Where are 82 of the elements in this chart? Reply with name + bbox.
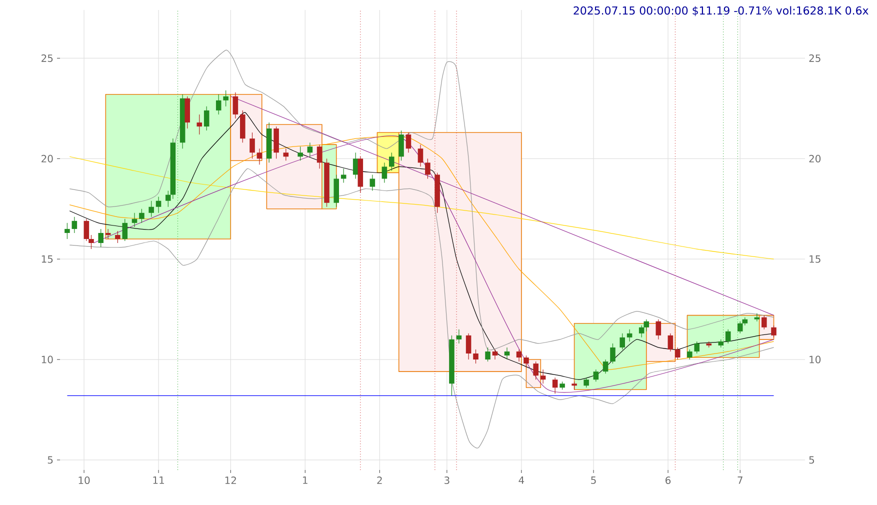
y2-tick-label: 10	[810, 356, 821, 364]
candlestick	[256, 148, 262, 165]
candlestick	[656, 319, 662, 340]
x-tick-label: 3	[444, 476, 450, 484]
line-series	[69, 156, 774, 260]
line-series	[69, 168, 774, 448]
x-tick-label: 6	[666, 476, 671, 484]
candlestick	[687, 349, 692, 360]
candlestick	[466, 333, 472, 360]
y-tick-label: 25	[42, 54, 53, 62]
candlestick	[223, 90, 228, 107]
candlestick	[593, 369, 599, 382]
candlestick	[283, 148, 289, 161]
candlestick	[156, 196, 162, 214]
candlestick	[316, 144, 322, 169]
candlestick	[340, 168, 346, 184]
candlestick	[610, 343, 616, 364]
candlestick	[762, 315, 767, 330]
candlestick	[516, 349, 522, 362]
chart-title: 2025.07.15 00:00:00 $11.19 -0.71% vol:1628.1K 0.6x	[574, 6, 868, 16]
y-tick-label: 10	[42, 356, 53, 364]
candlestick	[620, 333, 626, 350]
candlestick	[492, 349, 498, 360]
y-tick-label: 5	[48, 456, 53, 464]
candlestick	[196, 114, 202, 135]
candlestick	[668, 333, 674, 352]
y2-tick-label: 5	[809, 456, 814, 464]
candlestick	[250, 132, 255, 159]
candlestick	[425, 158, 430, 180]
candlestick	[105, 228, 111, 240]
x-tick-label: 2	[377, 476, 382, 484]
candlestick	[524, 355, 529, 368]
candlestick	[533, 361, 538, 380]
candlestick	[232, 92, 238, 119]
candlestick	[139, 208, 144, 224]
candlestick	[216, 94, 222, 115]
candlestick	[638, 325, 644, 338]
candlestick	[725, 329, 731, 344]
candlestick	[204, 106, 210, 131]
candlestick	[674, 347, 680, 360]
candlestick	[132, 212, 138, 228]
candlestick	[456, 329, 462, 344]
candlestick	[485, 347, 490, 362]
candlestick	[473, 349, 478, 364]
candlestick	[694, 341, 700, 354]
candlestick	[298, 146, 303, 161]
candlestick	[382, 162, 388, 184]
candlestick	[406, 132, 412, 153]
line-series	[69, 50, 774, 350]
y2-tick-label: 15	[810, 255, 820, 263]
x-tick-label: 10	[78, 476, 90, 484]
candlestick	[370, 174, 376, 192]
candlestick	[504, 347, 510, 360]
y2-tick-label: 20	[809, 154, 821, 162]
candlestick	[540, 369, 546, 384]
candlestick	[644, 319, 650, 332]
x-tick-label: 7	[738, 476, 742, 484]
candlestick	[64, 222, 70, 240]
candlestick	[552, 377, 558, 394]
candlestick	[352, 152, 358, 180]
x-tick-label: 4	[518, 476, 524, 484]
candlestick	[389, 152, 394, 171]
candlestick	[754, 313, 760, 322]
x-tick-label: 1	[303, 476, 308, 484]
candlestick	[418, 144, 424, 167]
candlestick	[771, 325, 776, 338]
x-tick-label: 12	[225, 476, 236, 484]
candlestick	[122, 218, 128, 242]
x-tick-label: 5	[591, 476, 596, 484]
y2-tick-label: 25	[809, 54, 820, 62]
candlestick	[72, 216, 78, 234]
candlestick	[307, 142, 313, 157]
x-tick-label: 11	[153, 476, 164, 484]
y-tick-label: 20	[42, 154, 53, 162]
candlestick	[98, 228, 104, 248]
candlestick	[626, 329, 632, 342]
candlestick	[115, 230, 120, 244]
candlestick	[602, 359, 608, 374]
y-tick-label: 15	[42, 255, 53, 263]
candlestick	[148, 200, 154, 218]
candlestick	[398, 130, 404, 161]
candlestick	[584, 377, 589, 388]
